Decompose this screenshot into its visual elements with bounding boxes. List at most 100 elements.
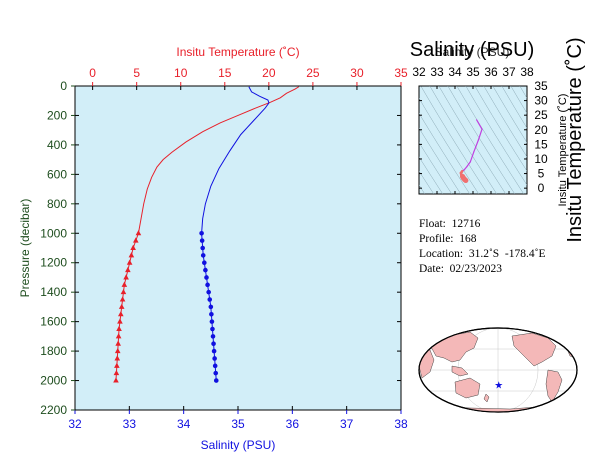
- ts-curve-segment: [473, 139, 479, 153]
- temperature-sample-marker: [126, 259, 133, 265]
- profile-chart: 0 5 10 15 20 25 30 35 32 33 34 35 36 37 38 0 200 400 600 80…: [18, 45, 408, 452]
- temperature-tick-label: 10: [174, 66, 188, 80]
- density-contour: [419, 156, 444, 194]
- density-contour: [419, 142, 453, 194]
- density-contour: [483, 86, 527, 158]
- density-contour: [419, 127, 462, 194]
- salinity-sample-marker: [211, 348, 217, 354]
- pressure-axis-title: Pressure (decibar): [18, 199, 32, 298]
- float-location: Location: 31.2˚S -178.4˚E: [419, 248, 546, 260]
- ts-y-tick-label: 0: [538, 181, 545, 195]
- ts-x-tick-label: 34: [448, 65, 462, 79]
- density-contour: [420, 86, 489, 194]
- ts-y-tick-label: 30: [534, 94, 548, 108]
- ts-title: Salinity (PSU): [410, 39, 534, 61]
- temperature-sample-marker: [114, 347, 121, 354]
- ts-x-tick-label: 33: [430, 65, 444, 79]
- salinity-tick-label: 35: [231, 417, 245, 431]
- temperature-sample-marker: [118, 311, 124, 317]
- salinity-sample-marker: [207, 297, 213, 302]
- ts-density-contours: [419, 86, 527, 194]
- ts-curve-segment: [476, 119, 483, 130]
- salinity-sample-marker: [200, 253, 206, 258]
- density-contour: [456, 86, 525, 194]
- salinity-sample-marker: [206, 289, 211, 295]
- ts-y-tick-label: 25: [534, 108, 548, 122]
- salinity-tick-label: 38: [394, 417, 408, 431]
- salinity-sample-marker: [203, 267, 208, 273]
- ts-series: [459, 119, 483, 184]
- density-contour: [519, 86, 527, 99]
- pressure-tick-label: 600: [47, 167, 67, 181]
- profile-series: [113, 86, 300, 383]
- temperature-tick-label: 25: [306, 66, 320, 80]
- temperature-sample-marker: [113, 369, 120, 376]
- salinity-profile-line: [201, 86, 270, 381]
- temperature-sample-marker: [115, 340, 121, 346]
- salinity-sample-marker: [204, 275, 209, 280]
- ts-y-tick-label: 15: [534, 137, 548, 151]
- temperature-sample-marker: [132, 237, 139, 243]
- temperature-tick-label: 30: [350, 66, 364, 80]
- ts-x-tick-label: 32: [412, 65, 426, 79]
- pressure-tick-label: 2000: [40, 374, 67, 388]
- salinity-tick-label: 33: [123, 417, 137, 431]
- temperature-sample-marker: [113, 377, 119, 383]
- ts-curve-segment: [466, 161, 471, 168]
- pressure-tick-label: 1800: [40, 344, 67, 358]
- float-id: Float: 12716: [419, 218, 481, 230]
- ts-xlabel: Salinity (PSU): [435, 45, 510, 59]
- salinity-sample-marker: [212, 356, 217, 361]
- temperature-sample-marker: [121, 281, 128, 287]
- salinity-tick-label: 37: [340, 417, 354, 431]
- profile-plot-area: [74, 85, 402, 411]
- salinity-tick-label: 32: [68, 417, 82, 431]
- temperature-tick-label: 0: [89, 66, 96, 80]
- density-contour: [419, 184, 426, 194]
- temperature-sample-marker: [120, 288, 127, 295]
- density-contour: [429, 86, 498, 194]
- pressure-tick-label: 200: [47, 108, 67, 122]
- float-location-marker: ★: [494, 381, 503, 392]
- density-contour: [510, 86, 527, 114]
- profile-date: Date: 02/23/2023: [419, 263, 503, 275]
- temperature-tick-label: 35: [394, 66, 408, 80]
- salinity-sample-marker: [213, 378, 219, 383]
- ts-x-tick-label: 38: [520, 65, 534, 79]
- pressure-tick-label: 400: [47, 138, 67, 152]
- salinity-sample-marker: [211, 341, 216, 347]
- temperature-sample-marker: [130, 244, 136, 250]
- temperature-sample-marker: [114, 362, 120, 368]
- density-contour: [419, 97, 480, 194]
- pressure-tick-label: 1600: [40, 315, 67, 329]
- ts-sample-point: [463, 177, 469, 184]
- ts-x-tick-label: 37: [502, 65, 516, 79]
- temperature-sample-marker: [123, 274, 129, 280]
- salinity-sample-marker: [210, 334, 216, 339]
- pressure-tick-label: 1400: [40, 285, 67, 299]
- salinity-sample-marker: [209, 319, 215, 324]
- pressure-tick-label: 1200: [40, 256, 67, 270]
- ts-y-tick-label: 20: [534, 123, 548, 137]
- salinity-sample-marker: [210, 326, 215, 332]
- temperature-sample-marker: [128, 252, 135, 258]
- temperature-sample-marker: [115, 333, 122, 339]
- salinity-sample-marker: [208, 304, 214, 310]
- temperature-sample-marker: [125, 266, 131, 273]
- ts-curve-segment: [477, 128, 483, 141]
- density-contour: [474, 86, 527, 172]
- salinity-sample-marker: [213, 370, 219, 376]
- temperature-sample-marker: [118, 303, 125, 309]
- profile-axis-ticks: 0 5 10 15 20 25 30 35 32 33 34 35 36 37 38 0 200 400 600 80…: [40, 66, 408, 431]
- temperature-sample-marker: [119, 296, 126, 302]
- salinity-sample-marker: [205, 282, 210, 288]
- density-contour: [465, 86, 527, 186]
- temperature-tick-label: 15: [218, 66, 232, 80]
- ts-curve-segment: [469, 151, 475, 163]
- pressure-tick-label: 1000: [40, 226, 67, 240]
- density-contour: [438, 86, 507, 194]
- pressure-tick-label: 2200: [40, 403, 67, 417]
- density-contour: [419, 170, 435, 194]
